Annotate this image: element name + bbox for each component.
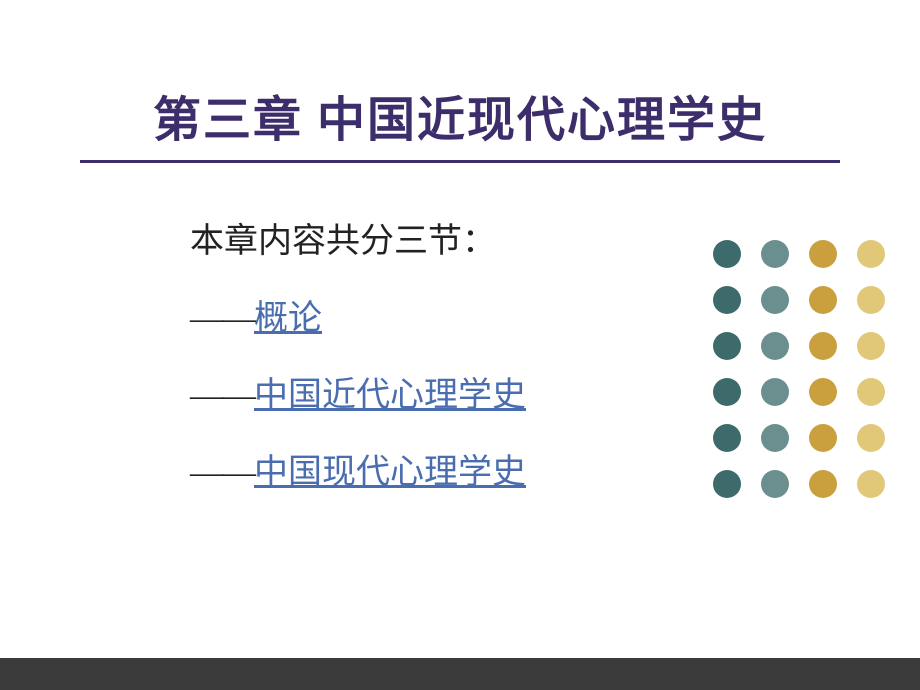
- decorative-dot: [713, 424, 741, 452]
- decorative-dot: [713, 286, 741, 314]
- dot-row: [713, 470, 885, 498]
- dot-row: [713, 332, 885, 360]
- decorative-dot: [857, 286, 885, 314]
- decorative-dot: [857, 332, 885, 360]
- em-dash: ——: [190, 377, 254, 414]
- decorative-dot: [761, 470, 789, 498]
- bottom-bar: [0, 658, 920, 690]
- slide-container: 第三章 中国近现代心理学史 本章内容共分三节： ——概论 ——中国近代心理学史 …: [0, 0, 920, 690]
- decorative-dot: [713, 470, 741, 498]
- decorative-dot: [809, 470, 837, 498]
- em-dash: ——: [190, 300, 254, 337]
- decorative-dot: [761, 332, 789, 360]
- em-dash: ——: [190, 454, 254, 491]
- decorative-dot: [761, 240, 789, 268]
- decorative-dot: [761, 378, 789, 406]
- decorative-dot: [761, 424, 789, 452]
- section-link-modern[interactable]: 中国近代心理学史: [254, 377, 526, 414]
- dot-row: [713, 240, 885, 268]
- dot-row: [713, 424, 885, 452]
- decorative-dot: [857, 378, 885, 406]
- chapter-title: 第三章 中国近现代心理学史: [60, 80, 860, 150]
- dot-row: [713, 378, 885, 406]
- decorative-dot: [761, 286, 789, 314]
- decorative-dot-grid: [713, 240, 885, 516]
- decorative-dot: [713, 240, 741, 268]
- decorative-dot: [857, 240, 885, 268]
- decorative-dot: [809, 378, 837, 406]
- title-underline: [80, 160, 840, 163]
- decorative-dot: [857, 424, 885, 452]
- section-link-contemporary[interactable]: 中国现代心理学史: [254, 454, 526, 491]
- decorative-dot: [713, 332, 741, 360]
- dot-row: [713, 286, 885, 314]
- decorative-dot: [809, 332, 837, 360]
- decorative-dot: [713, 378, 741, 406]
- decorative-dot: [809, 286, 837, 314]
- decorative-dot: [857, 470, 885, 498]
- decorative-dot: [809, 240, 837, 268]
- decorative-dot: [809, 424, 837, 452]
- section-link-overview[interactable]: 概论: [254, 300, 322, 337]
